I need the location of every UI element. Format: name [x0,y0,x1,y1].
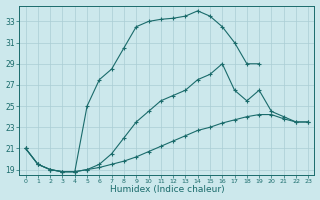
X-axis label: Humidex (Indice chaleur): Humidex (Indice chaleur) [110,185,224,194]
